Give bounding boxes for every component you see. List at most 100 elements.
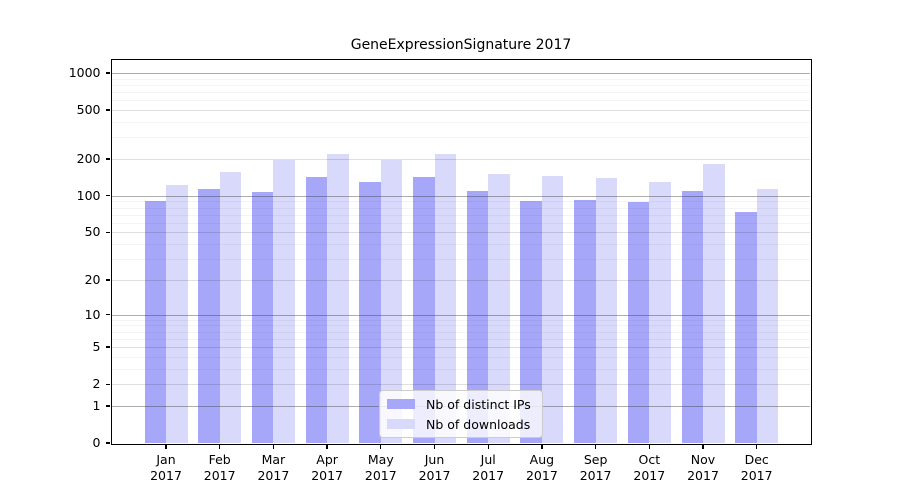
bar-nb-of-downloads-jan: [166, 185, 188, 443]
bar-nb-of-distinct-ips-jan: [144, 201, 166, 443]
bar-nb-of-distinct-ips-jul: [466, 191, 489, 443]
gridline-minor: [112, 84, 810, 86]
x-label-month: Jul: [480, 452, 496, 467]
y-tick-label: 1000: [68, 65, 101, 80]
x-label-year: 2017: [740, 467, 773, 483]
bar-nb-of-downloads-mar: [273, 159, 295, 443]
y-tick: [105, 405, 110, 407]
bar-nb-of-downloads-oct: [649, 181, 671, 443]
gridline-minor: [112, 319, 810, 321]
bar-nb-of-downloads-sep: [595, 177, 618, 443]
legend-label-downloads: Nb of downloads: [426, 416, 531, 432]
gridline: [112, 232, 810, 234]
legend-label-distinct-ips: Nb of distinct IPs: [426, 396, 531, 412]
x-tick: [433, 444, 436, 449]
x-tick-label-dec: Dec 2017: [725, 452, 789, 483]
x-tick-label-oct: Oct 2017: [617, 452, 681, 483]
y-tick-label: 10: [84, 306, 101, 322]
y-tick: [105, 109, 110, 111]
gridline: [112, 347, 810, 349]
gridline-minor: [112, 259, 810, 261]
bar-nb-of-downloads-aug: [541, 175, 564, 443]
x-tick-label-jun: Jun 2017: [403, 452, 467, 483]
plot-area: [112, 60, 810, 443]
x-tick: [756, 444, 758, 449]
y-tick-label: 200: [76, 150, 101, 166]
x-tick-label-mar: Mar 2017: [241, 452, 305, 483]
gridline-minor: [112, 222, 810, 224]
y-tick: [105, 195, 110, 197]
bar-nb-of-downloads-nov: [703, 163, 725, 443]
gridline-minor: [112, 78, 810, 80]
x-tick-label-apr: Apr 2017: [295, 452, 359, 483]
y-tick-label: 100: [76, 187, 101, 203]
y-tick: [105, 346, 110, 348]
gridline-decade: [112, 195, 810, 197]
legend-item-downloads: Nb of downloads: [387, 416, 542, 433]
x-label-year: 2017: [525, 467, 558, 483]
x-tick: [648, 444, 650, 449]
gridline-minor: [112, 368, 810, 370]
x-tick-label-sep: Sep 2017: [564, 452, 628, 483]
y-tick: [105, 383, 110, 385]
x-label-year: 2017: [687, 467, 719, 483]
gridline: [112, 158, 810, 160]
x-tick-label-jul: Jul 2017: [456, 452, 520, 483]
x-tick-label-feb: Feb 2017: [188, 452, 252, 483]
x-tick: [326, 444, 328, 449]
x-label-month: Jun: [424, 452, 445, 467]
y-tick: [105, 442, 110, 444]
x-tick: [702, 444, 704, 449]
x-tick-label-jan: Jan 2017: [134, 452, 198, 483]
y-tick-label: 0: [92, 435, 101, 450]
x-tick-label-aug: Aug 2017: [510, 452, 574, 483]
gridline-minor: [112, 121, 810, 123]
x-label-year: 2017: [150, 467, 182, 483]
gridline-minor: [112, 100, 810, 102]
x-tick-label-may: May 2017: [349, 452, 413, 483]
x-label-month: Apr: [316, 452, 338, 467]
x-label-year: 2017: [633, 467, 666, 483]
legend-swatch-downloads: [387, 419, 415, 429]
y-tick: [105, 279, 110, 281]
x-label-month: Nov: [690, 452, 716, 467]
bar-nb-of-downloads-may: [380, 160, 403, 443]
bar-nb-of-distinct-ips-feb: [198, 189, 220, 443]
x-label-year: 2017: [418, 467, 451, 483]
y-tick-label: 20: [84, 271, 101, 287]
bar-nb-of-distinct-ips-sep: [574, 199, 596, 443]
y-tick-label: 1: [92, 397, 101, 413]
y-tick: [105, 158, 110, 160]
x-tick: [219, 444, 221, 449]
x-label-month: Dec: [744, 452, 769, 467]
x-label-month: Aug: [529, 452, 555, 467]
gridline-decade: [112, 314, 810, 316]
bar-nb-of-downloads-feb: [219, 171, 242, 443]
x-tick: [380, 444, 382, 449]
x-label-month: May: [367, 452, 394, 467]
x-label-month: Feb: [208, 452, 231, 467]
y-tick-label: 50: [84, 224, 101, 240]
x-tick: [487, 444, 489, 449]
x-label-year: 2017: [311, 467, 343, 483]
bar-nb-of-distinct-ips-aug: [520, 200, 542, 443]
gridline-minor: [112, 207, 810, 209]
x-label-month: Sep: [583, 452, 608, 467]
gridline-minor: [112, 137, 810, 139]
legend-swatch-distinct-ips: [387, 399, 415, 409]
gridline-minor: [112, 201, 810, 203]
x-tick: [272, 444, 275, 449]
x-label-year: 2017: [203, 467, 236, 483]
x-label-year: 2017: [257, 467, 290, 483]
gridline-minor: [112, 356, 810, 358]
bar-nb-of-distinct-ips-may: [359, 181, 381, 443]
y-tick: [105, 72, 110, 74]
x-tick: [165, 444, 167, 449]
gridline: [112, 110, 810, 112]
gridline-minor: [112, 325, 810, 327]
gridline: [112, 384, 810, 386]
x-tick-label-nov: Nov 2017: [671, 452, 735, 483]
gridline-minor: [112, 92, 810, 94]
bar-nb-of-distinct-ips-apr: [305, 177, 328, 443]
